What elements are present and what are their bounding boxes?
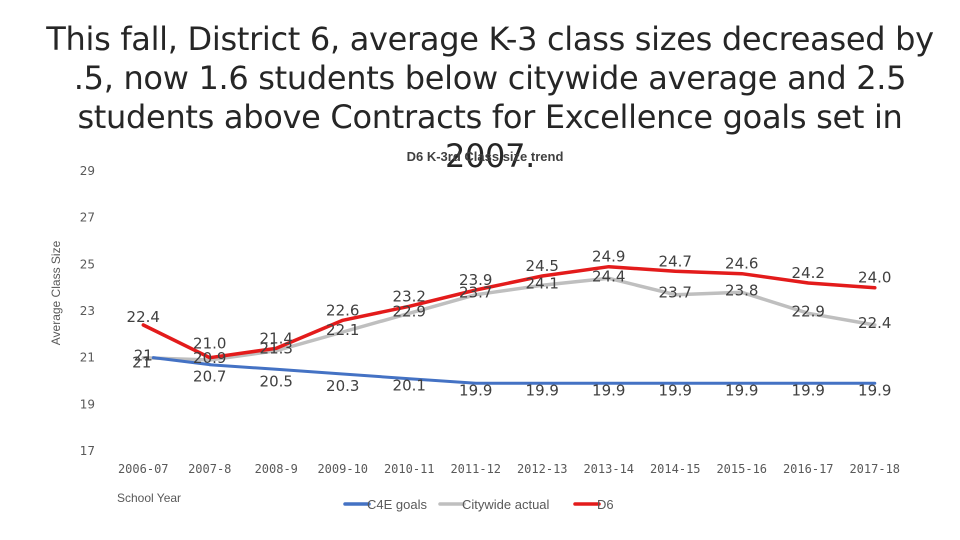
legend: C4E goals Citywide actual D6 (343, 497, 614, 512)
data-label: 19.9 (725, 381, 758, 399)
series-line-c4e-start (151, 356, 212, 367)
series-line-citywide-actual (141, 276, 877, 362)
data-label: 24.4 (592, 267, 625, 285)
data-label: 19.9 (659, 381, 692, 399)
data-label: 21.0 (193, 335, 226, 353)
y-tick-label: 21 (80, 351, 95, 365)
y-tick-label: 19 (80, 397, 95, 411)
data-label: 19.9 (792, 381, 825, 399)
data-label: 23.2 (393, 287, 426, 305)
chart-title: D6 K-3rd Class size trend (407, 149, 564, 164)
y-axis-label: Average Class Size (49, 240, 63, 345)
data-label: 22.9 (393, 302, 426, 320)
legend-entry: Citywide actual (462, 497, 550, 512)
series-line-d6 (141, 264, 877, 360)
data-label: 21.4 (260, 329, 293, 347)
data-label: 24.7 (659, 252, 692, 270)
data-label: 22.1 (326, 321, 359, 339)
y-tick-label: 23 (80, 304, 95, 318)
data-label: 24.6 (725, 255, 758, 273)
data-label: 20.1 (393, 377, 426, 395)
data-label: 19.9 (592, 381, 625, 399)
data-label: 21.3 (260, 340, 293, 358)
x-tick-label: 2016-17 (783, 462, 834, 476)
x-tick-label: 2007-8 (188, 462, 231, 476)
data-label: 19.9 (526, 381, 559, 399)
data-label: 20.3 (326, 377, 359, 395)
x-axis-label: School Year (117, 491, 181, 505)
data-label: 20.5 (260, 372, 293, 390)
data-label: 23.7 (659, 284, 692, 302)
data-label: 24.5 (526, 257, 559, 275)
data-label: 19.9 (459, 381, 492, 399)
y-tick-label: 27 (80, 211, 95, 225)
data-label: 24.2 (792, 264, 825, 282)
series-line-c4e-goals (208, 363, 877, 385)
x-tick-label: 2008-9 (255, 462, 298, 476)
data-label: 19.9 (858, 381, 891, 399)
data-label: 21 (132, 354, 151, 372)
data-label: 23.7 (459, 284, 492, 302)
data-label: 24.1 (526, 274, 559, 292)
legend-entry: D6 (597, 497, 614, 512)
x-tick-label: 2014-15 (650, 462, 701, 476)
y-tick-label: 17 (80, 444, 95, 458)
data-label: 22.4 (127, 308, 160, 326)
x-tick-label: 2012-13 (517, 462, 568, 476)
data-label: 24.9 (592, 248, 625, 266)
slide-title: This fall, District 6, average K-3 class… (46, 20, 934, 175)
data-label: 21 (134, 347, 153, 365)
x-tick-label: 2011-12 (450, 462, 501, 476)
x-tick-label: 2006-07 (118, 462, 169, 476)
x-tick-label: 2009-10 (317, 462, 368, 476)
x-tick-label: 2015-16 (716, 462, 767, 476)
data-label: 22.9 (792, 302, 825, 320)
y-tick-label: 25 (80, 257, 95, 271)
data-label: 22.6 (326, 301, 359, 319)
data-label: 20.7 (193, 368, 226, 386)
data-label: 22.4 (858, 314, 891, 332)
y-tick-label: 29 (80, 164, 95, 178)
x-tick-label: 2010-11 (384, 462, 435, 476)
legend-entry: C4E goals (367, 497, 427, 512)
data-label: 23.9 (459, 271, 492, 289)
data-label: 23.8 (725, 281, 758, 299)
x-tick-label: 2013-14 (583, 462, 634, 476)
x-tick-label: 2017-18 (849, 462, 900, 476)
data-label: 24.0 (858, 269, 891, 287)
data-label: 20.9 (193, 349, 226, 367)
